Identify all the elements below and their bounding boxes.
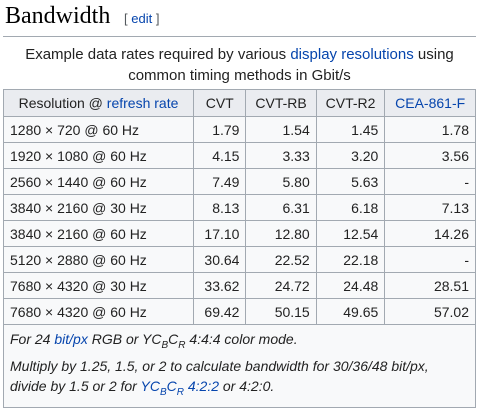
cell-cvt: 33.62	[192, 272, 247, 299]
table-row: 1920 × 1080 @ 60 Hz 4.15 3.33 3.20 3.56	[3, 142, 476, 169]
subscript-r: R	[176, 386, 184, 398]
caption-text-2: using common timing methods in Gbit/s	[128, 46, 454, 84]
cell-cvt: 8.13	[192, 194, 247, 221]
link-text: YC	[140, 377, 160, 394]
cell-cvt-rb: 24.72	[245, 272, 317, 299]
cell-cvt: 30.64	[192, 246, 247, 273]
cell-cvt-r2: 3.20	[315, 142, 386, 169]
table-row: 3840 × 2160 @ 30 Hz 8.13 6.31 6.18 7.13	[3, 194, 476, 221]
footnote-text: or 4:2:0.	[219, 377, 275, 394]
footnote-text: For 24	[10, 331, 55, 347]
caption-text-1: Example data rates required by various	[25, 46, 291, 63]
cell-cvt-rb: 12.80	[245, 220, 317, 247]
bandwidth-table: Resolution @ refresh rate CVT CVT-RB CVT…	[3, 89, 476, 408]
cell-cea: 57.02	[384, 298, 476, 325]
cell-cvt-r2: 1.45	[315, 116, 386, 143]
ycbcr-422-link[interactable]: YCBCR 4:2:2	[140, 377, 219, 398]
header-cvt-r2: CVT-R2	[315, 89, 386, 117]
table-row: 1280 × 720 @ 60 Hz 1.79 1.54 1.45 1.78	[3, 116, 476, 143]
footnote-line-3: divide by 1.5 or 2 for YCBCR 4:2:2 or 4:…	[10, 376, 469, 403]
footnote-line-2: Multiply by 1.25, 1.5, or 2 to calculate…	[10, 357, 429, 374]
footnote-text: divide by 1.5 or 2 for	[10, 377, 141, 394]
footnote-text: 4:4:4 color mode.	[185, 331, 298, 347]
cell-cvt-rb: 3.33	[245, 142, 317, 169]
cell-cea: -	[384, 246, 476, 273]
cell-cea: 1.78	[384, 116, 476, 143]
cell-cvt: 7.49	[192, 168, 247, 195]
header-cvt: CVT	[192, 89, 247, 117]
header-cvt-rb: CVT-RB	[245, 89, 317, 117]
cea-861-f-link[interactable]: CEA-861-F	[395, 95, 466, 111]
cell-cvt-r2: 22.18	[315, 246, 386, 273]
header-resolution-text: Resolution @	[18, 95, 107, 111]
cell-resolution: 1280 × 720 @ 60 Hz	[3, 116, 194, 143]
cell-cvt-r2: 6.18	[315, 194, 386, 221]
footnote-text: RGB or YC	[87, 331, 162, 347]
table-row: 7680 × 4320 @ 60 Hz 69.42 50.15 49.65 57…	[3, 298, 476, 325]
cell-cea: 7.13	[384, 194, 476, 221]
cell-cvt: 1.79	[192, 116, 247, 143]
edit-close-bracket: ]	[155, 11, 160, 26]
table-caption: Example data rates required by various d…	[3, 44, 476, 86]
edit-link[interactable]: edit	[131, 11, 153, 26]
cell-cea: 14.26	[384, 220, 476, 247]
cell-resolution: 5120 × 2880 @ 60 Hz	[3, 246, 194, 273]
cell-cvt-r2: 5.63	[315, 168, 386, 195]
cell-cvt-r2: 49.65	[315, 298, 386, 325]
link-text: 4:2:2	[183, 377, 219, 394]
cell-cea: 28.51	[384, 272, 476, 299]
footer-row: For 24 bit/px RGB or YCBCR 4:4:4 color m…	[3, 324, 476, 408]
display-resolutions-link[interactable]: display resolutions	[290, 46, 414, 63]
cell-cvt: 17.10	[192, 220, 247, 247]
refresh-rate-link[interactable]: refresh rate	[106, 95, 179, 111]
subscript-b: B	[159, 386, 167, 398]
cell-cvt-rb: 5.80	[245, 168, 317, 195]
link-text: C	[166, 377, 177, 394]
cell-cvt-r2: 12.54	[315, 220, 386, 247]
table-row: 7680 × 4320 @ 30 Hz 33.62 24.72 24.48 28…	[3, 272, 476, 299]
cell-cvt: 4.15	[192, 142, 247, 169]
cell-cvt: 69.42	[192, 298, 247, 325]
table-footnote: For 24 bit/px RGB or YCBCR 4:4:4 color m…	[3, 324, 476, 408]
cell-resolution: 3840 × 2160 @ 60 Hz	[3, 220, 194, 247]
subscript-b: B	[161, 339, 169, 351]
section-title: Bandwidth	[5, 3, 111, 29]
cell-resolution: 7680 × 4320 @ 60 Hz	[3, 298, 194, 325]
cell-resolution: 2560 × 1440 @ 60 Hz	[3, 168, 194, 195]
header-cea-861-f: CEA-861-F	[384, 89, 476, 117]
bit-px-link[interactable]: bit/px	[54, 331, 88, 347]
cell-cvt-r2: 24.48	[315, 272, 386, 299]
section-heading: Bandwidth [ edit ]	[3, 2, 476, 37]
cell-cvt-rb: 22.52	[245, 246, 317, 273]
footnote-text: C	[168, 331, 179, 347]
table-row: 2560 × 1440 @ 60 Hz 7.49 5.80 5.63 -	[3, 168, 476, 195]
cell-cvt-rb: 6.31	[245, 194, 317, 221]
cell-cvt-rb: 50.15	[245, 298, 317, 325]
table-row: 5120 × 2880 @ 60 Hz 30.64 22.52 22.18 -	[3, 246, 476, 273]
cell-cvt-rb: 1.54	[245, 116, 317, 143]
header-resolution: Resolution @ refresh rate	[3, 89, 194, 117]
edit-open-bracket: [	[124, 11, 128, 26]
header-row: Resolution @ refresh rate CVT CVT-RB CVT…	[3, 89, 476, 117]
subscript-r: R	[178, 339, 186, 351]
footnote-line-1: For 24 bit/px RGB or YCBCR 4:4:4 color m…	[10, 329, 469, 356]
cell-resolution: 3840 × 2160 @ 30 Hz	[3, 194, 194, 221]
cell-cea: -	[384, 168, 476, 195]
table-row: 3840 × 2160 @ 60 Hz 17.10 12.80 12.54 14…	[3, 220, 476, 247]
edit-section: [ edit ]	[124, 11, 159, 26]
cell-resolution: 7680 × 4320 @ 30 Hz	[3, 272, 194, 299]
cell-cea: 3.56	[384, 142, 476, 169]
cell-resolution: 1920 × 1080 @ 60 Hz	[3, 142, 194, 169]
